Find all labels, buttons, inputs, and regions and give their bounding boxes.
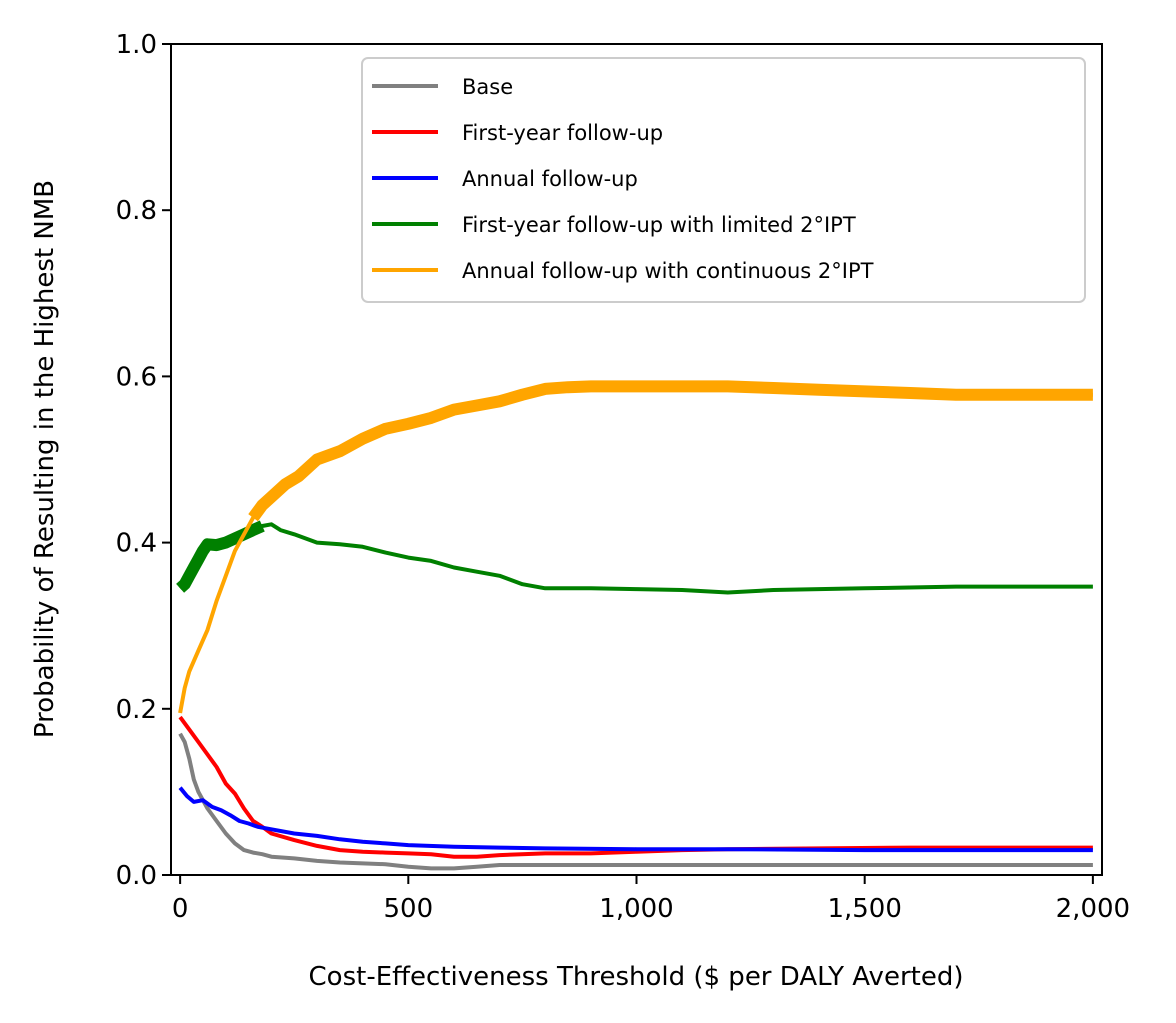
series-line-5 [178,384,1093,714]
y-tick-label: 0.0 [116,861,157,891]
legend-label: Annual follow-up with continuous 2°IPT [462,259,874,283]
series-line-3 [178,786,1093,853]
x-tick-label: 0 [172,894,189,924]
y-tick-label: 0.8 [116,196,157,226]
series-band-5 [248,380,1093,522]
legend-label: Annual follow-up [462,167,638,191]
plot-lines [176,380,1093,871]
y-tick-label: 0.4 [116,529,157,559]
x-axis: 0 500 1,000 1,500 2,000 [172,875,1130,924]
y-axis: 0.0 0.2 0.4 0.6 0.8 1.0 [116,30,171,891]
legend-label: First-year follow-up [462,121,663,145]
series-line-4 [178,522,1093,595]
y-tick-label: 0.6 [116,362,157,392]
y-axis-title: Probability of Resulting in the Highest … [30,180,60,738]
legend: Base First-year follow-up Annual follow-up… [361,57,1086,303]
legend-frame [361,57,1086,303]
x-tick-label: 1,000 [599,894,673,924]
legend-label: Base [462,75,513,99]
x-axis-title: Cost-Effectiveness Threshold ($ per DALY… [309,962,964,992]
x-tick-label: 500 [383,894,433,924]
y-tick-label: 1.0 [116,30,157,60]
legend-label: First-year follow-up with limited 2°IPT [462,213,856,237]
x-tick-label: 1,500 [827,894,901,924]
x-tick-label: 2,000 [1056,894,1130,924]
y-tick-label: 0.2 [116,695,157,725]
series-band-4 [176,520,265,593]
